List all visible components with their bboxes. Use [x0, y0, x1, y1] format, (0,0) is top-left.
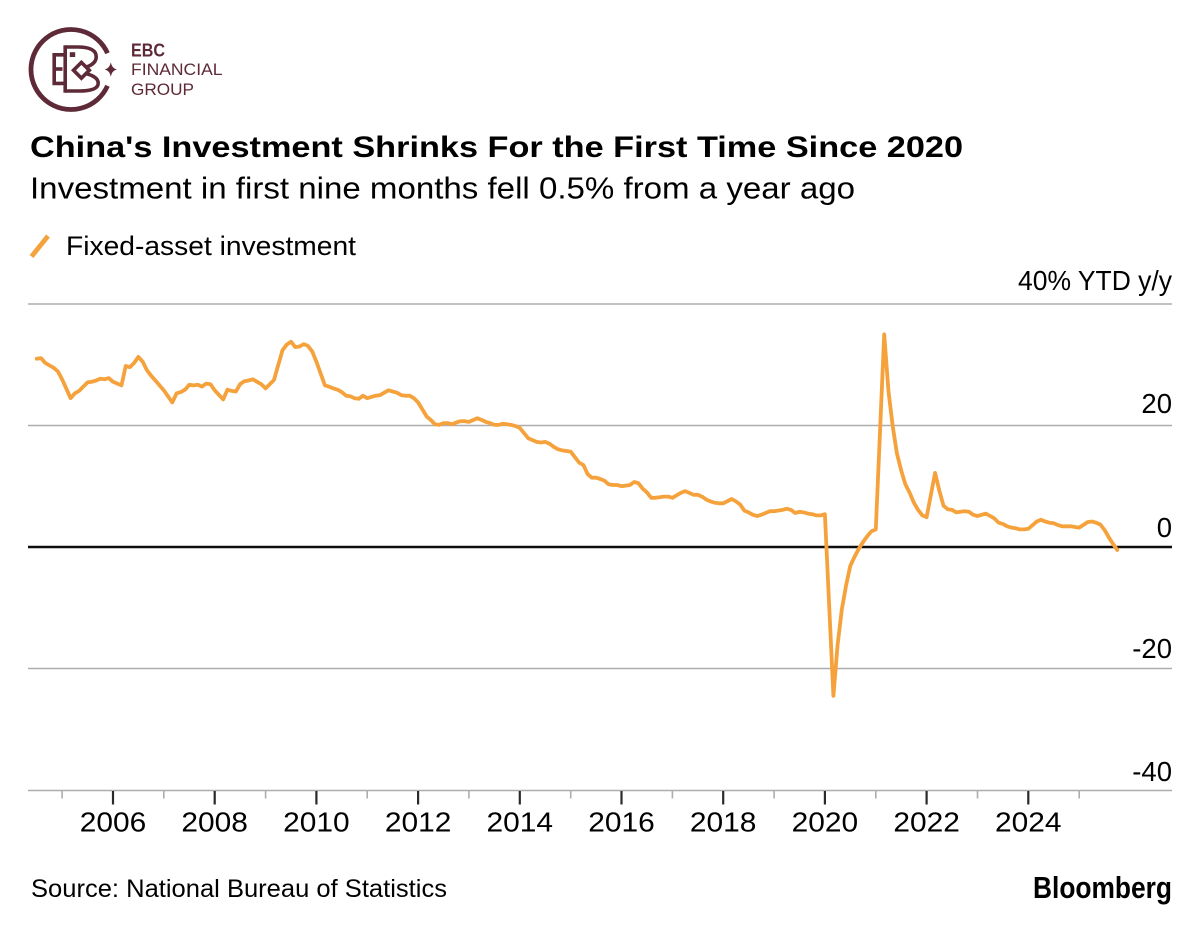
svg-text:Bloomberg: Bloomberg — [1033, 870, 1172, 905]
svg-text:Fixed-asset investment: Fixed-asset investment — [66, 231, 357, 261]
svg-text:2010: 2010 — [283, 807, 350, 838]
svg-text:2020: 2020 — [792, 807, 859, 838]
svg-text:GROUP: GROUP — [131, 80, 194, 99]
svg-text:0: 0 — [1157, 512, 1172, 543]
svg-text:2008: 2008 — [181, 807, 248, 838]
svg-text:20: 20 — [1141, 388, 1172, 419]
svg-text:FINANCIAL: FINANCIAL — [131, 60, 223, 79]
svg-text:2012: 2012 — [385, 807, 452, 838]
svg-text:2006: 2006 — [80, 807, 147, 838]
svg-text:Investment in first nine month: Investment in first nine months fell 0.5… — [30, 171, 855, 206]
svg-text:2022: 2022 — [893, 807, 960, 838]
svg-text:2018: 2018 — [690, 807, 757, 838]
svg-text:40% YTD y/y: 40% YTD y/y — [1018, 265, 1172, 296]
svg-text:2014: 2014 — [487, 807, 554, 838]
svg-text:2024: 2024 — [995, 807, 1062, 838]
svg-text:-40: -40 — [1132, 756, 1172, 787]
svg-text:2016: 2016 — [588, 807, 655, 838]
svg-text:-20: -20 — [1132, 633, 1172, 664]
svg-text:China's Investment Shrinks For: China's Investment Shrinks For the First… — [30, 131, 963, 164]
svg-text:EBC: EBC — [131, 41, 165, 61]
svg-text:Source: National Bureau of Sta: Source: National Bureau of Statistics — [31, 875, 447, 903]
